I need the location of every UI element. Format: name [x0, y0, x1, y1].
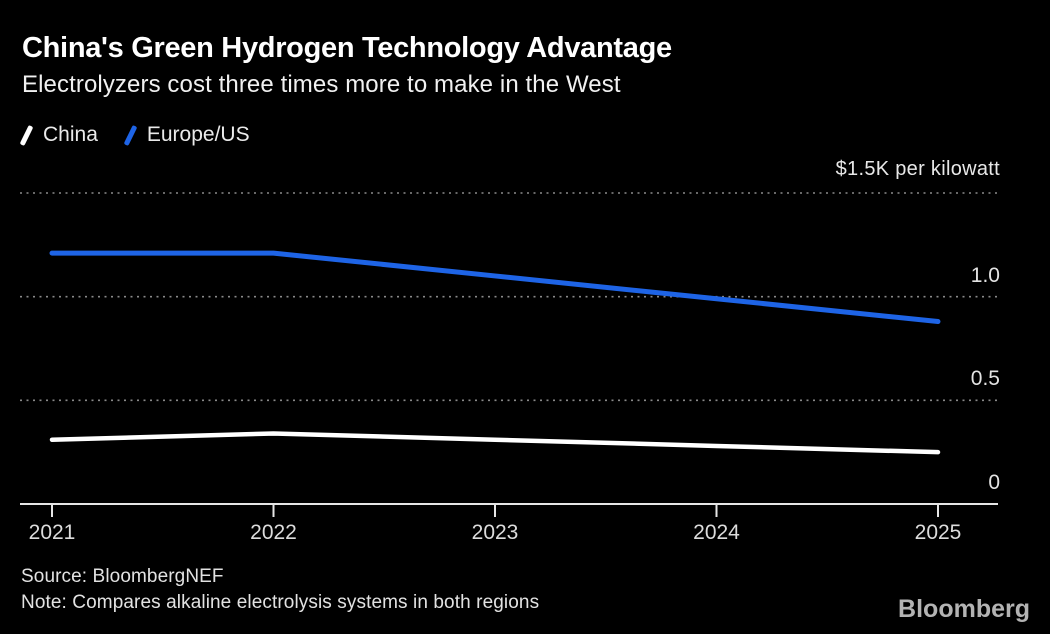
y-axis-tick-label-0.5: 0.5 — [970, 367, 1000, 391]
legend-label-china: China — [43, 123, 98, 146]
source-text: Source: BloombergNEF — [21, 566, 224, 587]
chart-subtitle: Electrolyzers cost three times more to m… — [22, 71, 621, 98]
y-axis-unit-label: $1.5K per kilowatt — [835, 158, 1000, 180]
legend-label-europe-us: Europe/US — [146, 123, 250, 146]
y-axis-tick-label-0: 0 — [988, 471, 1000, 494]
x-axis-tick-label-2025: 2025 — [914, 521, 962, 544]
legend-item-europe-us: Europe/US — [123, 123, 250, 147]
x-axis-tick-label-2024: 2024 — [693, 521, 740, 544]
x-axis-tick-label-2022: 2022 — [250, 521, 297, 544]
series-line-europe-us — [49, 250, 941, 325]
bloomberg-logo: Bloomberg — [898, 595, 1030, 623]
y-axis-tick-label-1.0: 1.0 — [970, 263, 1000, 287]
legend: China Europe/US — [19, 121, 250, 149]
gridlines — [20, 192, 1000, 402]
legend-item-china: China — [19, 123, 98, 147]
x-axis-tick-label-2021: 2021 — [28, 521, 76, 544]
note-text: Note: Compares alkaline electrolysis sys… — [21, 592, 540, 613]
series-line-china — [49, 431, 941, 455]
x-axis-tick-label-2023: 2023 — [471, 521, 519, 544]
x-axis — [20, 503, 998, 517]
chart-title: China's Green Hydrogen Technology Advant… — [22, 32, 672, 64]
series-lines — [49, 250, 941, 455]
